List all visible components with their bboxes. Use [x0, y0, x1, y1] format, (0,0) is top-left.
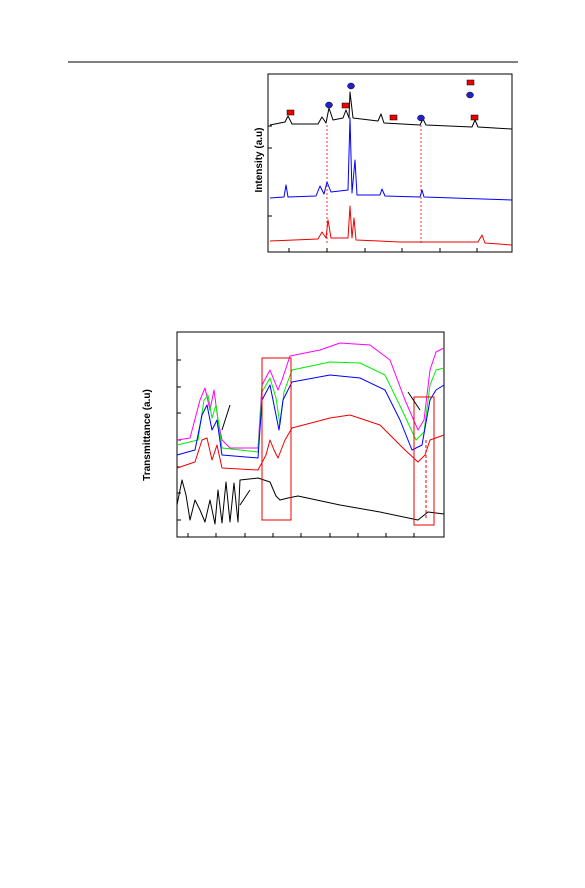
curve-magenta [176, 342, 445, 449]
xrd-figure: Intensity (a.u) [254, 73, 513, 253]
curve-red [176, 414, 445, 471]
curve-blue [176, 374, 445, 459]
curve-blue [269, 117, 513, 201]
plot-frame [176, 331, 445, 538]
y-axis-label: Transmittance (a.u) [142, 389, 153, 481]
highlight-box [261, 357, 292, 521]
ftir-figure: Transmittance (a.u) [142, 331, 445, 538]
highlight-box [413, 396, 435, 526]
ticks [268, 125, 478, 252]
phase-markers-square [286, 79, 479, 121]
plot-frame [267, 73, 513, 253]
curve-red [269, 205, 513, 246]
curve-black [176, 477, 445, 525]
y-axis-label: Intensity (a.u) [254, 127, 265, 192]
phase-markers-circle [325, 82, 474, 122]
arrows [221, 391, 421, 506]
curve-black [269, 91, 513, 130]
